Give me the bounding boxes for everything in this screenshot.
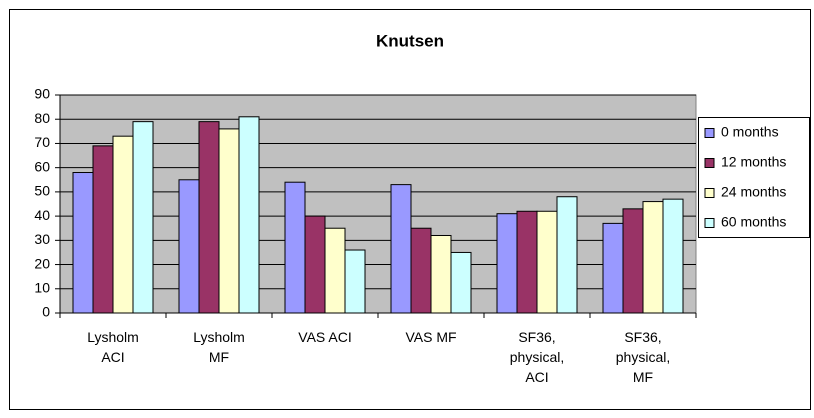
bar bbox=[662, 198, 684, 314]
y-tick-label: 90 bbox=[34, 86, 50, 102]
bar bbox=[516, 210, 538, 314]
bar bbox=[72, 172, 94, 314]
y-tick-label: 20 bbox=[34, 255, 50, 271]
legend-swatch bbox=[704, 188, 715, 198]
x-tick-label: SF36, physical, ACI bbox=[509, 329, 565, 385]
x-tick-label: VAS MF bbox=[405, 329, 457, 345]
x-tick-label-box: SF36, physical, MF bbox=[615, 329, 671, 385]
bar bbox=[430, 234, 452, 314]
bar bbox=[536, 210, 558, 314]
x-tick-label: Lysholm MF bbox=[193, 329, 245, 365]
bar bbox=[132, 121, 154, 314]
bar bbox=[238, 116, 260, 314]
bar bbox=[556, 196, 578, 314]
y-tick-label: 50 bbox=[34, 183, 50, 199]
legend bbox=[698, 117, 810, 238]
bar bbox=[178, 179, 200, 314]
x-tick-label-box: SF36, physical, ACI bbox=[509, 329, 565, 385]
y-tick-label: 40 bbox=[34, 207, 50, 223]
x-tick-label-box: VAS MF bbox=[405, 329, 457, 345]
x-tick-label: Lysholm ACI bbox=[87, 329, 139, 365]
y-tick-label: 60 bbox=[34, 158, 50, 174]
bar bbox=[198, 121, 220, 314]
bar bbox=[642, 201, 664, 314]
y-tick-label: 80 bbox=[34, 110, 50, 126]
bar bbox=[390, 184, 412, 314]
bar bbox=[496, 213, 518, 314]
y-tick-label: 10 bbox=[34, 279, 50, 295]
chart-title: Knutsen bbox=[376, 31, 444, 50]
y-tick-label: 0 bbox=[42, 304, 50, 320]
legend-swatch bbox=[704, 218, 715, 228]
y-tick-label: 30 bbox=[34, 231, 50, 247]
x-tick-label-box: Lysholm ACI bbox=[87, 329, 139, 365]
bar bbox=[304, 215, 326, 314]
x-tick-label-box: Lysholm MF bbox=[193, 329, 245, 365]
legend-label: 24 months bbox=[721, 184, 786, 200]
bar bbox=[218, 128, 240, 314]
bar bbox=[324, 227, 346, 314]
bar bbox=[92, 145, 114, 314]
plot-area bbox=[59, 94, 697, 314]
bar bbox=[344, 249, 366, 314]
bar bbox=[112, 135, 134, 314]
legend-swatch bbox=[704, 158, 715, 168]
y-tick-label: 70 bbox=[34, 134, 50, 150]
bar bbox=[410, 227, 432, 314]
bar bbox=[602, 222, 624, 314]
x-tick-label: VAS ACI bbox=[298, 329, 352, 345]
legend-swatch bbox=[704, 128, 715, 138]
bar bbox=[450, 251, 472, 314]
legend-label: 60 months bbox=[721, 214, 786, 230]
x-tick-label: SF36, physical, MF bbox=[615, 329, 671, 385]
x-tick-label-box: VAS ACI bbox=[298, 329, 352, 345]
bar bbox=[622, 208, 644, 314]
legend-label: 12 months bbox=[721, 154, 786, 170]
bar bbox=[284, 181, 306, 314]
legend-label: 0 months bbox=[721, 124, 779, 140]
